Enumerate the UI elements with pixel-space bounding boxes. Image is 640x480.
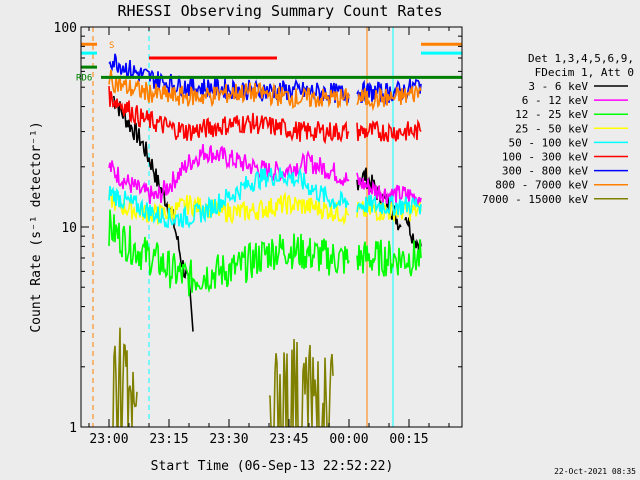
series-line [108, 209, 350, 297]
series-line [356, 194, 422, 216]
x-tick-label: 23:00 [89, 432, 128, 447]
series-line [268, 338, 334, 427]
x-tick-label: 23:45 [269, 432, 308, 447]
y-axis-label: Count Rate (s⁻¹ detector⁻¹) [29, 121, 44, 332]
plot-area [81, 27, 462, 427]
y-tick-label: 1 [69, 421, 77, 436]
series-line [356, 118, 422, 143]
series-line [356, 78, 422, 106]
legend-entry-label: 100 - 300 keV [502, 151, 588, 164]
flag-label-rd6: RD6 [76, 73, 92, 83]
legend-entry-label: 50 - 100 keV [509, 136, 589, 149]
x-tick-label: 23:15 [149, 432, 188, 447]
series-line [108, 86, 350, 145]
legend-entry-label: 12 - 25 keV [515, 108, 588, 121]
axes: 23:00 23:15 23:30 23:45 00:00 00:15 1 10 100 [54, 21, 462, 447]
series-line [112, 95, 194, 332]
series-line [356, 172, 422, 206]
series-line [356, 84, 422, 112]
legend-entry-label: 7000 - 15000 keV [482, 193, 588, 206]
x-tick-label: 23:30 [209, 432, 248, 447]
series-line [108, 53, 350, 106]
legend-entry-label: 800 - 7000 keV [495, 179, 588, 192]
x-axis-label: Start Time (06-Sep-13 22:52:22) [151, 459, 394, 474]
legend-header: FDecim 1, Att 0 [535, 66, 634, 79]
series-line [112, 327, 138, 427]
legend-entry-label: 6 - 12 keV [522, 94, 589, 107]
legend-header: Det 1,3,4,5,6,9, [528, 52, 634, 65]
x-tick-label: 00:15 [389, 432, 428, 447]
series-line [108, 167, 350, 229]
x-tick-label: 00:00 [329, 432, 368, 447]
series-line [108, 69, 350, 110]
flag-label-s: S [109, 41, 114, 51]
legend-entry-label: 300 - 800 keV [502, 165, 588, 178]
series-line [356, 239, 422, 277]
legend: Det 1,3,4,5,6,9,FDecim 1, Att 03 - 6 keV… [482, 52, 634, 206]
y-tick-label: 10 [61, 221, 77, 236]
legend-entry-label: 3 - 6 keV [528, 80, 588, 93]
series-line [108, 143, 350, 205]
footer-timestamp: 22-Oct-2021 08:35 [554, 467, 636, 476]
legend-entry-label: 25 - 50 keV [515, 122, 588, 135]
chart-title: RHESSI Observing Summary Count Rates [117, 2, 442, 20]
y-tick-label: 100 [54, 21, 77, 36]
series-line [404, 217, 422, 255]
